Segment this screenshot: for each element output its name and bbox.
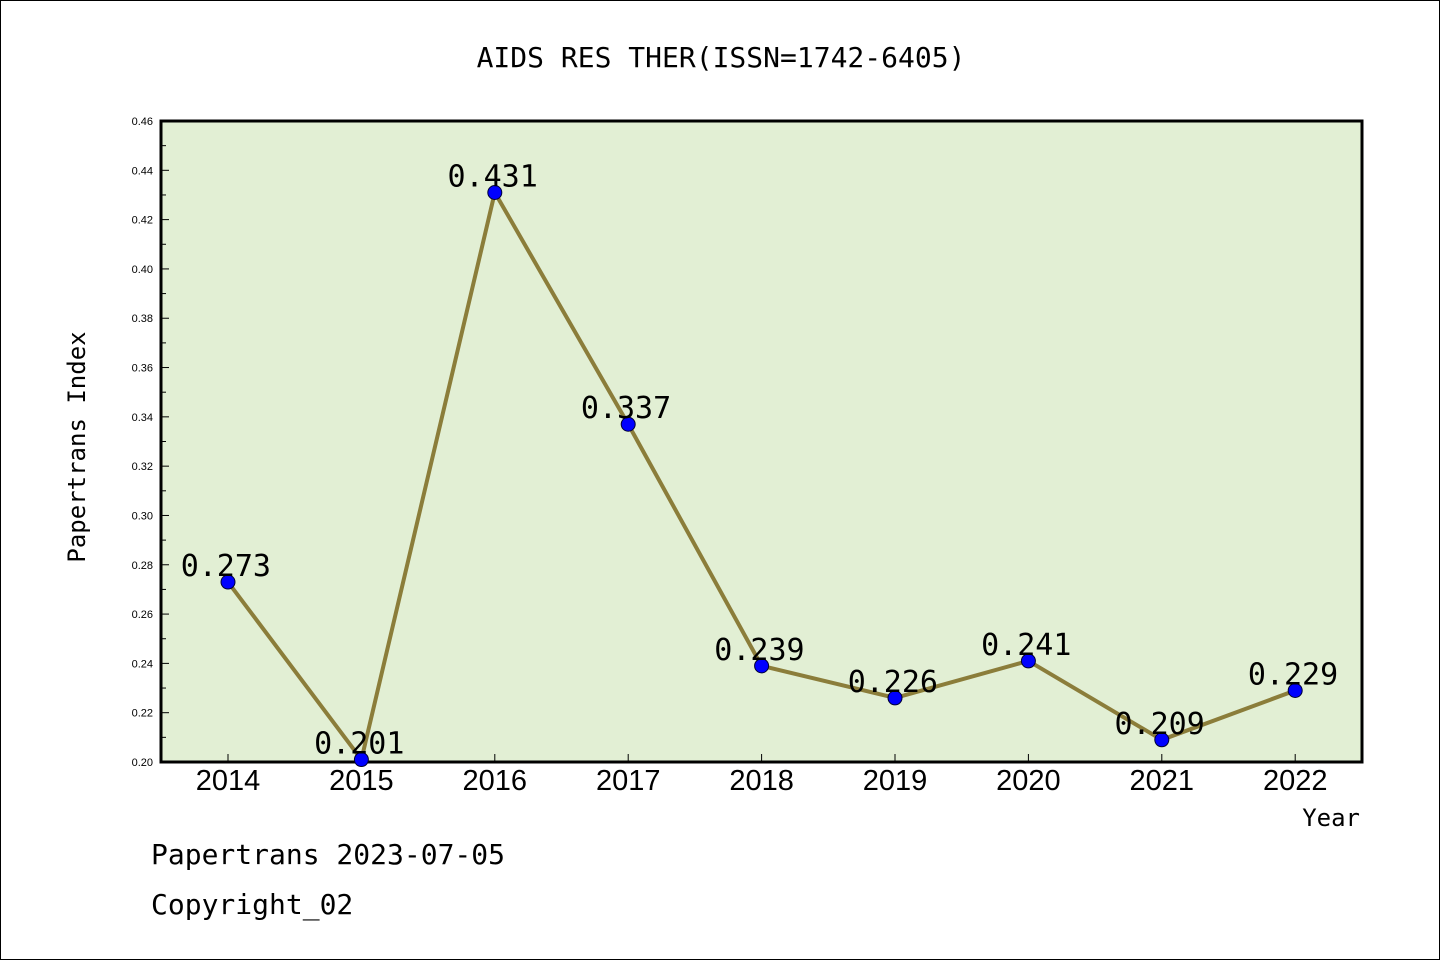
data-point (1154, 732, 1170, 748)
data-label: 0.337 (581, 391, 671, 426)
x-tick-label: 2018 (729, 765, 794, 797)
x-tick-label: 2020 (996, 765, 1061, 797)
footer-copyright: Copyright_02 (151, 888, 353, 922)
plot-area (159, 119, 1364, 764)
data-point (620, 416, 636, 432)
y-axis-title: Papertrans Index (63, 331, 91, 562)
data-point (1020, 653, 1036, 669)
x-tick-label: 2014 (196, 765, 261, 797)
y-tick-label: 0.24 (132, 658, 153, 670)
y-axis: 0.20 0.22 0.24 0.26 0.28 0.30 0.32 0.34 0.36 0.38… (132, 116, 169, 769)
y-tick-label: 0.34 (132, 412, 153, 424)
x-axis: 2014 2015 2016 2017 2018 2019 2020 2021 2022 (196, 754, 1328, 797)
x-tick-label: 2019 (863, 765, 928, 797)
data-point (487, 184, 503, 200)
y-tick-label: 0.38 (132, 313, 153, 325)
data-labels: 0.273 0.201 0.431 0.337 0.239 0.226 0.241 0.209… (181, 159, 1339, 761)
data-point (220, 574, 236, 590)
y-tick-label: 0.32 (132, 461, 153, 473)
x-axis-title: Year (1302, 804, 1360, 832)
data-label: 0.273 (181, 549, 271, 584)
data-label: 0.239 (714, 633, 804, 668)
y-tick-label: 0.42 (132, 215, 153, 227)
data-label: 0.431 (447, 159, 537, 194)
data-label: 0.241 (981, 628, 1071, 663)
y-tick-label: 0.36 (132, 363, 153, 375)
x-tick-label: 2015 (329, 765, 394, 797)
y-tick-label: 0.46 (132, 116, 153, 128)
data-label: 0.201 (314, 727, 404, 762)
data-label: 0.229 (1248, 658, 1338, 693)
footer-date: Papertrans 2023-07-05 (151, 838, 505, 871)
y-tick-label: 0.44 (132, 165, 153, 177)
y-tick-label: 0.22 (132, 708, 153, 720)
y-tick-label: 0.28 (132, 560, 153, 572)
y-tick-label: 0.30 (132, 510, 153, 522)
chart-title: AIDS RES THER(ISSN=1742-6405) (477, 41, 966, 74)
data-point (754, 658, 770, 674)
data-point (887, 690, 903, 706)
y-tick-label: 0.40 (132, 264, 153, 276)
x-tick-label: 2022 (1263, 765, 1328, 797)
x-tick-label: 2016 (463, 765, 528, 797)
data-label: 0.226 (848, 665, 938, 700)
data-point (1287, 683, 1303, 699)
y-tick-label: 0.20 (132, 757, 153, 769)
x-tick-label: 2021 (1130, 765, 1195, 797)
series-layer (220, 184, 1303, 768)
x-tick-label: 2017 (596, 765, 661, 797)
y-tick-label: 0.26 (132, 609, 153, 621)
data-point (353, 752, 369, 768)
data-label: 0.209 (1114, 707, 1204, 742)
